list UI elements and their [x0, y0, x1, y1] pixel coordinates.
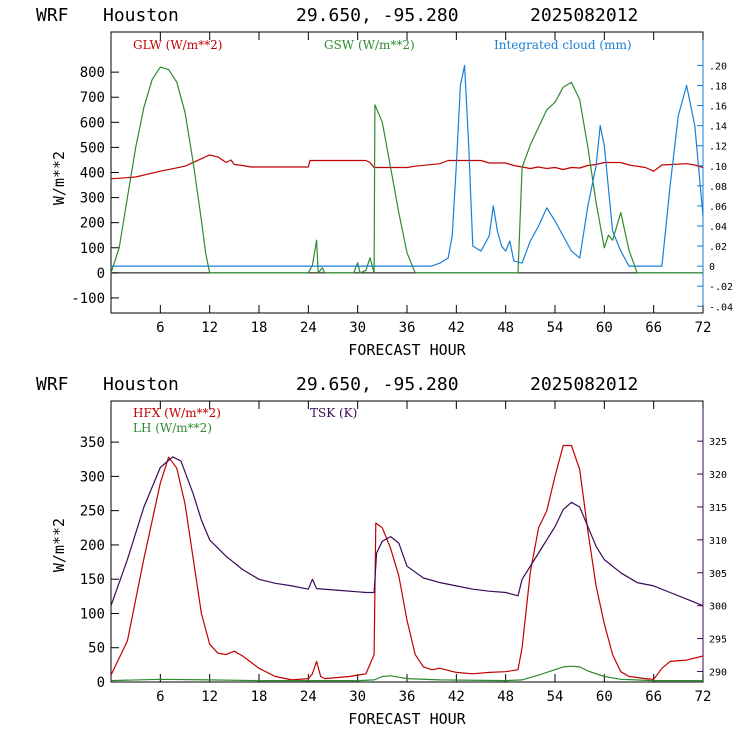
- x-tick-label: 66: [645, 689, 662, 705]
- y2-tick-label: 0: [709, 262, 715, 273]
- y2-tick-label: 325: [709, 437, 727, 448]
- y-axis-label: W/m**2: [50, 518, 68, 572]
- x-tick-label: 48: [497, 320, 514, 336]
- y-axis-label: W/m**2: [50, 151, 68, 205]
- x-tick-label: 12: [201, 320, 218, 336]
- legend-glw: GLW (W/m**2): [133, 38, 222, 52]
- x-axis-label: FORECAST HOUR: [348, 341, 466, 359]
- x-tick-label: 36: [399, 320, 416, 336]
- y-tick-label: 800: [80, 65, 105, 81]
- x-tick-label: 60: [596, 689, 613, 705]
- panel-run: 2025082012: [530, 374, 638, 395]
- x-tick-label: 6: [156, 689, 164, 705]
- y2-tick-label: 310: [709, 536, 727, 547]
- x-tick-label: 30: [349, 320, 366, 336]
- x-tick-label: 48: [497, 689, 514, 705]
- y2-tick-label: .16: [709, 102, 727, 113]
- y-tick-label: 0: [97, 675, 105, 691]
- legend-hfx: HFX (W/m**2): [133, 406, 221, 420]
- y-tick-label: 700: [80, 90, 105, 106]
- y-tick-label: 0: [97, 266, 105, 282]
- y-tick-label: 50: [88, 641, 105, 657]
- x-tick-label: 42: [448, 689, 465, 705]
- y2-tick-label: .10: [709, 162, 727, 173]
- panel-run: 2025082012: [530, 5, 638, 26]
- x-tick-label: 72: [695, 320, 712, 336]
- y2-tick-label: .12: [709, 142, 727, 153]
- y2-tick-label: .20: [709, 61, 727, 72]
- x-tick-label: 66: [645, 320, 662, 336]
- x-tick-label: 54: [547, 320, 564, 336]
- series-line-0: [110, 154, 704, 180]
- y2-tick-label: .14: [709, 122, 727, 133]
- y-tick-label: 300: [80, 469, 105, 485]
- x-axis-label: FORECAST HOUR: [348, 710, 466, 728]
- y-tick-label: 250: [80, 504, 105, 520]
- x-tick-label: 18: [251, 689, 268, 705]
- x-tick-label: 6: [156, 320, 164, 336]
- x-tick-label: 24: [300, 320, 317, 336]
- legend-gsw: GSW (W/m**2): [324, 38, 415, 52]
- x-tick-label: 24: [300, 689, 317, 705]
- y-tick-label: 500: [80, 140, 105, 156]
- x-tick-label: 60: [596, 320, 613, 336]
- legend-lh: LH (W/m**2): [133, 421, 212, 435]
- x-tick-label: 42: [448, 320, 465, 336]
- series-line-0: [110, 444, 704, 681]
- y-tick-label: 200: [80, 216, 105, 232]
- y2-tick-label: -.02: [709, 282, 733, 293]
- series-layer: [110, 444, 704, 682]
- y2-tick-label: .04: [709, 222, 727, 233]
- series-line-1: [110, 66, 703, 274]
- y2-tick-label: 295: [709, 635, 727, 646]
- legend-cloud: Integrated cloud (mm): [494, 38, 632, 52]
- series-line-2: [111, 64, 704, 267]
- x-tick-label: 12: [201, 689, 218, 705]
- y2-tick-label: 305: [709, 569, 727, 580]
- panel-coords: 29.650, -95.280: [296, 5, 459, 26]
- surface-flux-panel: WRF Houston 29.650, -95.280 2025082012 6…: [36, 374, 727, 728]
- axis-ticks: 6 12 18 24 30 36 42 48 54 60 66 72 -100 0 100 200 300 400…: [71, 32, 733, 336]
- y-tick-label: 600: [80, 115, 105, 131]
- y2-tick-label: .08: [709, 182, 727, 193]
- y2-tick-label: 290: [709, 667, 727, 678]
- y-tick-label: 350: [80, 435, 105, 451]
- x-tick-label: 18: [251, 320, 268, 336]
- y-tick-label: 300: [80, 191, 105, 207]
- x-tick-label: 54: [547, 689, 564, 705]
- plot-frame: [110, 400, 704, 683]
- legend-tsk: TSK (K): [310, 406, 357, 420]
- radiation-panel: WRF Houston 29.650, -95.280 2025082012 6…: [36, 5, 733, 359]
- y2-tick-label: 300: [709, 602, 727, 613]
- y2-tick-label: .06: [709, 202, 727, 213]
- y2-tick-label: 315: [709, 503, 727, 514]
- series-line-1: [110, 665, 703, 682]
- series-layer: [110, 64, 704, 274]
- panel-model: WRF: [36, 5, 69, 26]
- panel-model: WRF: [36, 374, 69, 395]
- panel-location: Houston: [103, 5, 179, 26]
- y2-tick-label: -.04: [709, 302, 733, 313]
- y2-tick-label: .18: [709, 81, 727, 92]
- y2-tick-label: 320: [709, 470, 727, 481]
- panel-coords: 29.650, -95.280: [296, 374, 459, 395]
- y-tick-label: 150: [80, 572, 105, 588]
- y-tick-label: -100: [71, 291, 105, 307]
- x-tick-label: 36: [399, 689, 416, 705]
- axis-ticks: 6 12 18 24 30 36 42 48 54 60 66 72 0 50 100 150 200 250 30…: [80, 401, 727, 705]
- plot-frame: [110, 31, 704, 314]
- y2-tick-label: .02: [709, 242, 727, 253]
- panel-location: Houston: [103, 374, 179, 395]
- x-tick-label: 30: [349, 689, 366, 705]
- y-tick-label: 400: [80, 166, 105, 182]
- y-tick-label: 100: [80, 606, 105, 622]
- y-tick-label: 200: [80, 538, 105, 554]
- x-tick-label: 72: [695, 689, 712, 705]
- series-line-2: [110, 456, 704, 607]
- y-tick-label: 100: [80, 241, 105, 257]
